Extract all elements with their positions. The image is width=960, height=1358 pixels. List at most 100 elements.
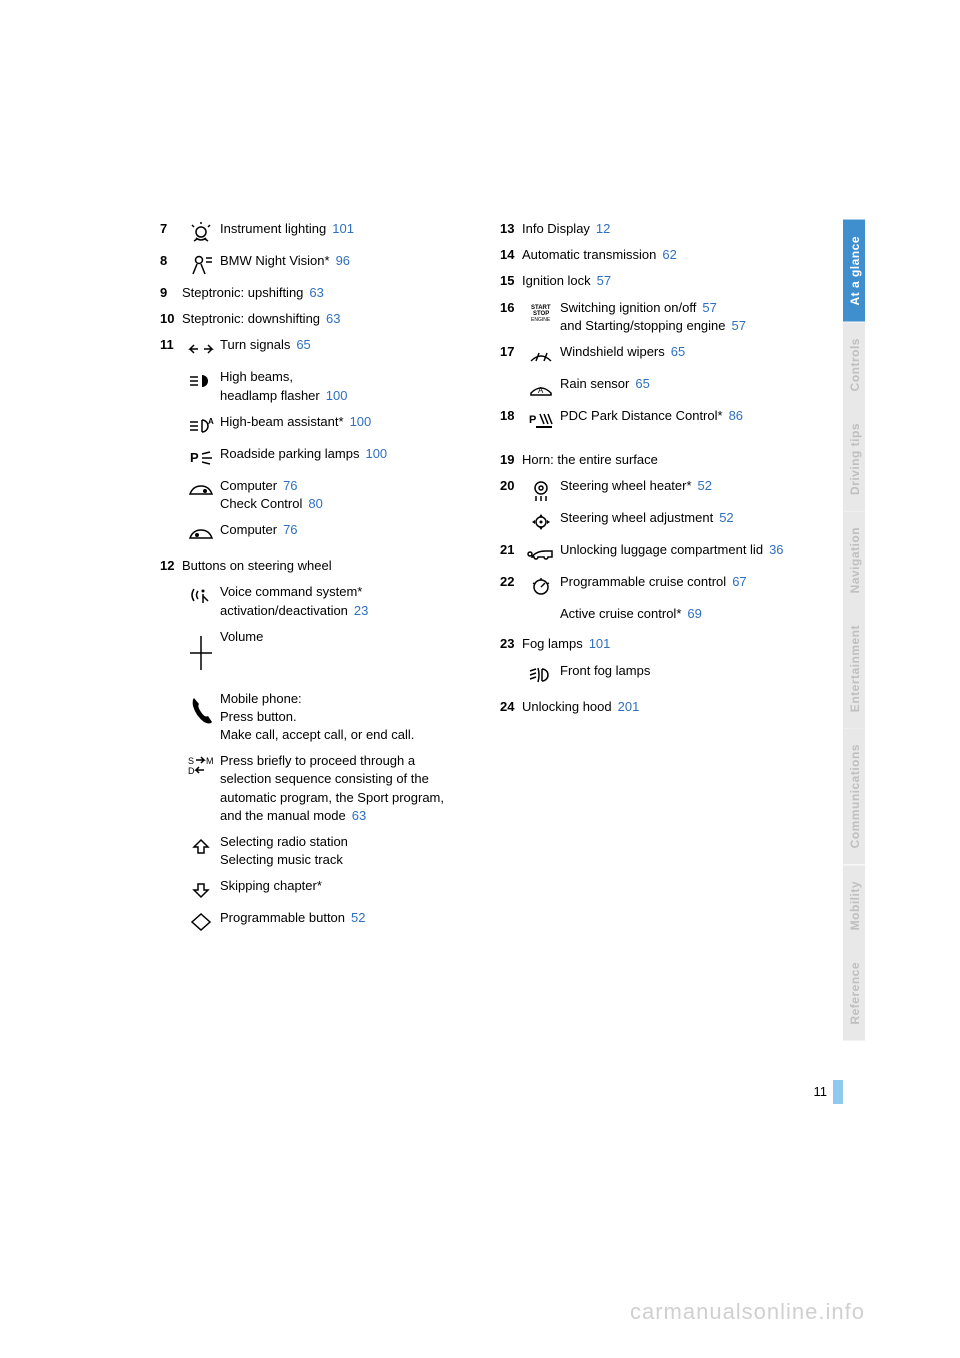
- entry-text: Programmable button 52: [220, 909, 460, 927]
- page-reference[interactable]: 36: [769, 542, 783, 557]
- entry-label: BMW Night Vision*: [220, 253, 330, 268]
- section-tab[interactable]: Mobility: [843, 865, 865, 946]
- entry-row: 15Ignition lock57: [500, 272, 800, 290]
- entry-label: Horn: the entire surface: [522, 452, 658, 467]
- phone-icon: [182, 690, 220, 728]
- page-reference[interactable]: 101: [332, 221, 354, 236]
- page-reference[interactable]: 76: [283, 478, 297, 493]
- entry-text: Unlocking hood 201: [522, 698, 800, 716]
- page-reference[interactable]: 63: [352, 808, 366, 823]
- night-vision-icon: [182, 252, 220, 276]
- entry-label: Windshield wipers: [560, 344, 665, 359]
- page-number-block: 11: [814, 1080, 844, 1104]
- wheel-adjust-icon: [522, 509, 560, 533]
- entry-label: Programmable button: [220, 910, 345, 925]
- svg-text:M: M: [206, 756, 214, 766]
- page-reference[interactable]: 12: [596, 221, 610, 236]
- entry-number: 21: [500, 541, 522, 559]
- entry-row: 10Steptronic: downshifting 63: [160, 310, 460, 328]
- entry-label: Automatic transmission: [522, 247, 656, 262]
- page-reference[interactable]: 52: [351, 910, 365, 925]
- entry-label: Programmable cruise control: [560, 574, 726, 589]
- page-reference[interactable]: 67: [732, 574, 746, 589]
- page-reference[interactable]: 101: [589, 636, 611, 651]
- page-reference[interactable]: 63: [309, 285, 323, 300]
- entry-label: Make call, accept call, or end call.: [220, 727, 414, 742]
- page-reference[interactable]: 23: [354, 603, 368, 618]
- entry-label: Selecting radio station: [220, 834, 348, 849]
- turn-signal-icon: [182, 336, 220, 360]
- section-tab[interactable]: Navigation: [843, 511, 865, 609]
- entry-label: PDC Park Distance Control*: [560, 408, 723, 423]
- svg-text:ENGINE: ENGINE: [531, 317, 551, 323]
- entry-label: Computer: [220, 478, 277, 493]
- entry-label: Buttons on steering wheel: [182, 558, 332, 573]
- page-reference[interactable]: 100: [326, 388, 348, 403]
- entry-text: BMW Night Vision* 96: [220, 252, 460, 270]
- page-reference[interactable]: 96: [336, 253, 350, 268]
- svg-text:P: P: [529, 414, 536, 426]
- page-reference[interactable]: 57: [732, 318, 746, 333]
- entry-number: 8: [160, 252, 182, 270]
- computer2-icon: [182, 521, 220, 545]
- page-reference[interactable]: 65: [296, 337, 310, 352]
- entry-text: Horn: the entire surface: [522, 451, 800, 469]
- wheel-heat-icon: [522, 477, 560, 501]
- entry-label: Roadside parking lamps: [220, 446, 359, 461]
- page-reference[interactable]: 65: [671, 344, 685, 359]
- page-reference[interactable]: 52: [698, 478, 712, 493]
- page-reference[interactable]: 52: [719, 510, 733, 525]
- entry-label: Steptronic: downshifting: [182, 311, 320, 326]
- section-tab[interactable]: Entertainment: [843, 609, 865, 728]
- entry-label: Mobile phone:: [220, 691, 302, 706]
- page-reference[interactable]: 65: [635, 376, 649, 391]
- page-reference[interactable]: 62: [662, 247, 676, 262]
- svg-text:D: D: [188, 766, 195, 776]
- entry-label: and Starting/stopping engine: [560, 318, 726, 333]
- entry-text: Steering wheel adjustment 52: [560, 509, 800, 527]
- page-number-bar: [833, 1080, 843, 1104]
- entry-text: Active cruise control*69: [560, 605, 800, 623]
- page-reference[interactable]: 69: [687, 606, 701, 621]
- entry-text: Fog lamps101: [522, 635, 800, 653]
- page-number: 11: [814, 1083, 828, 1101]
- page-reference[interactable]: 86: [729, 408, 743, 423]
- section-tab[interactable]: Reference: [843, 946, 865, 1041]
- entry-label: Front fog lamps: [560, 663, 650, 678]
- entry-text: Steptronic: upshifting 63: [182, 284, 460, 302]
- entry-label: headlamp flasher: [220, 388, 320, 403]
- section-tab[interactable]: Controls: [843, 322, 865, 407]
- entry-number: 10: [160, 310, 182, 328]
- page-reference[interactable]: 76: [283, 522, 297, 537]
- entry-label: Steering wheel adjustment: [560, 510, 713, 525]
- instrument-light-icon: [182, 220, 220, 244]
- entry-label: Unlocking hood: [522, 699, 612, 714]
- entry-row: 24Unlocking hood 201: [500, 698, 800, 716]
- entry-row: Front fog lamps: [500, 662, 800, 686]
- section-tab[interactable]: At a glance: [843, 220, 865, 322]
- entry-label: Steptronic: upshifting: [182, 285, 303, 300]
- svg-text:A: A: [538, 386, 544, 395]
- start-stop-icon: STARTSTOPENGINE: [522, 299, 560, 323]
- page-reference[interactable]: 57: [702, 300, 716, 315]
- entry-number: 12: [160, 557, 182, 575]
- section-tab[interactable]: Driving tips: [843, 407, 865, 511]
- entry-row: 21Unlocking luggage compartment lid36: [500, 541, 800, 565]
- section-tab[interactable]: Communications: [843, 728, 865, 864]
- page-reference[interactable]: 63: [326, 311, 340, 326]
- entry-number: 9: [160, 284, 182, 302]
- page-reference[interactable]: 80: [308, 496, 322, 511]
- entry-number: 24: [500, 698, 522, 716]
- page-reference[interactable]: 201: [618, 699, 640, 714]
- page-reference[interactable]: 57: [597, 273, 611, 288]
- entry-text: Switching ignition on/off57and Starting/…: [560, 299, 800, 335]
- entry-row: Computer76Check Control80: [160, 477, 460, 513]
- entry-row: 9Steptronic: upshifting 63: [160, 284, 460, 302]
- entry-text: Press briefly to proceed through a selec…: [220, 752, 460, 825]
- entry-text: Voice command system*activation/deactiva…: [220, 583, 460, 619]
- entry-row: Computer76: [160, 521, 460, 545]
- page-reference[interactable]: 100: [350, 414, 372, 429]
- page-reference[interactable]: 100: [365, 446, 387, 461]
- entry-label: Skipping chapter*: [220, 878, 322, 893]
- entry-text: Computer76Check Control80: [220, 477, 460, 513]
